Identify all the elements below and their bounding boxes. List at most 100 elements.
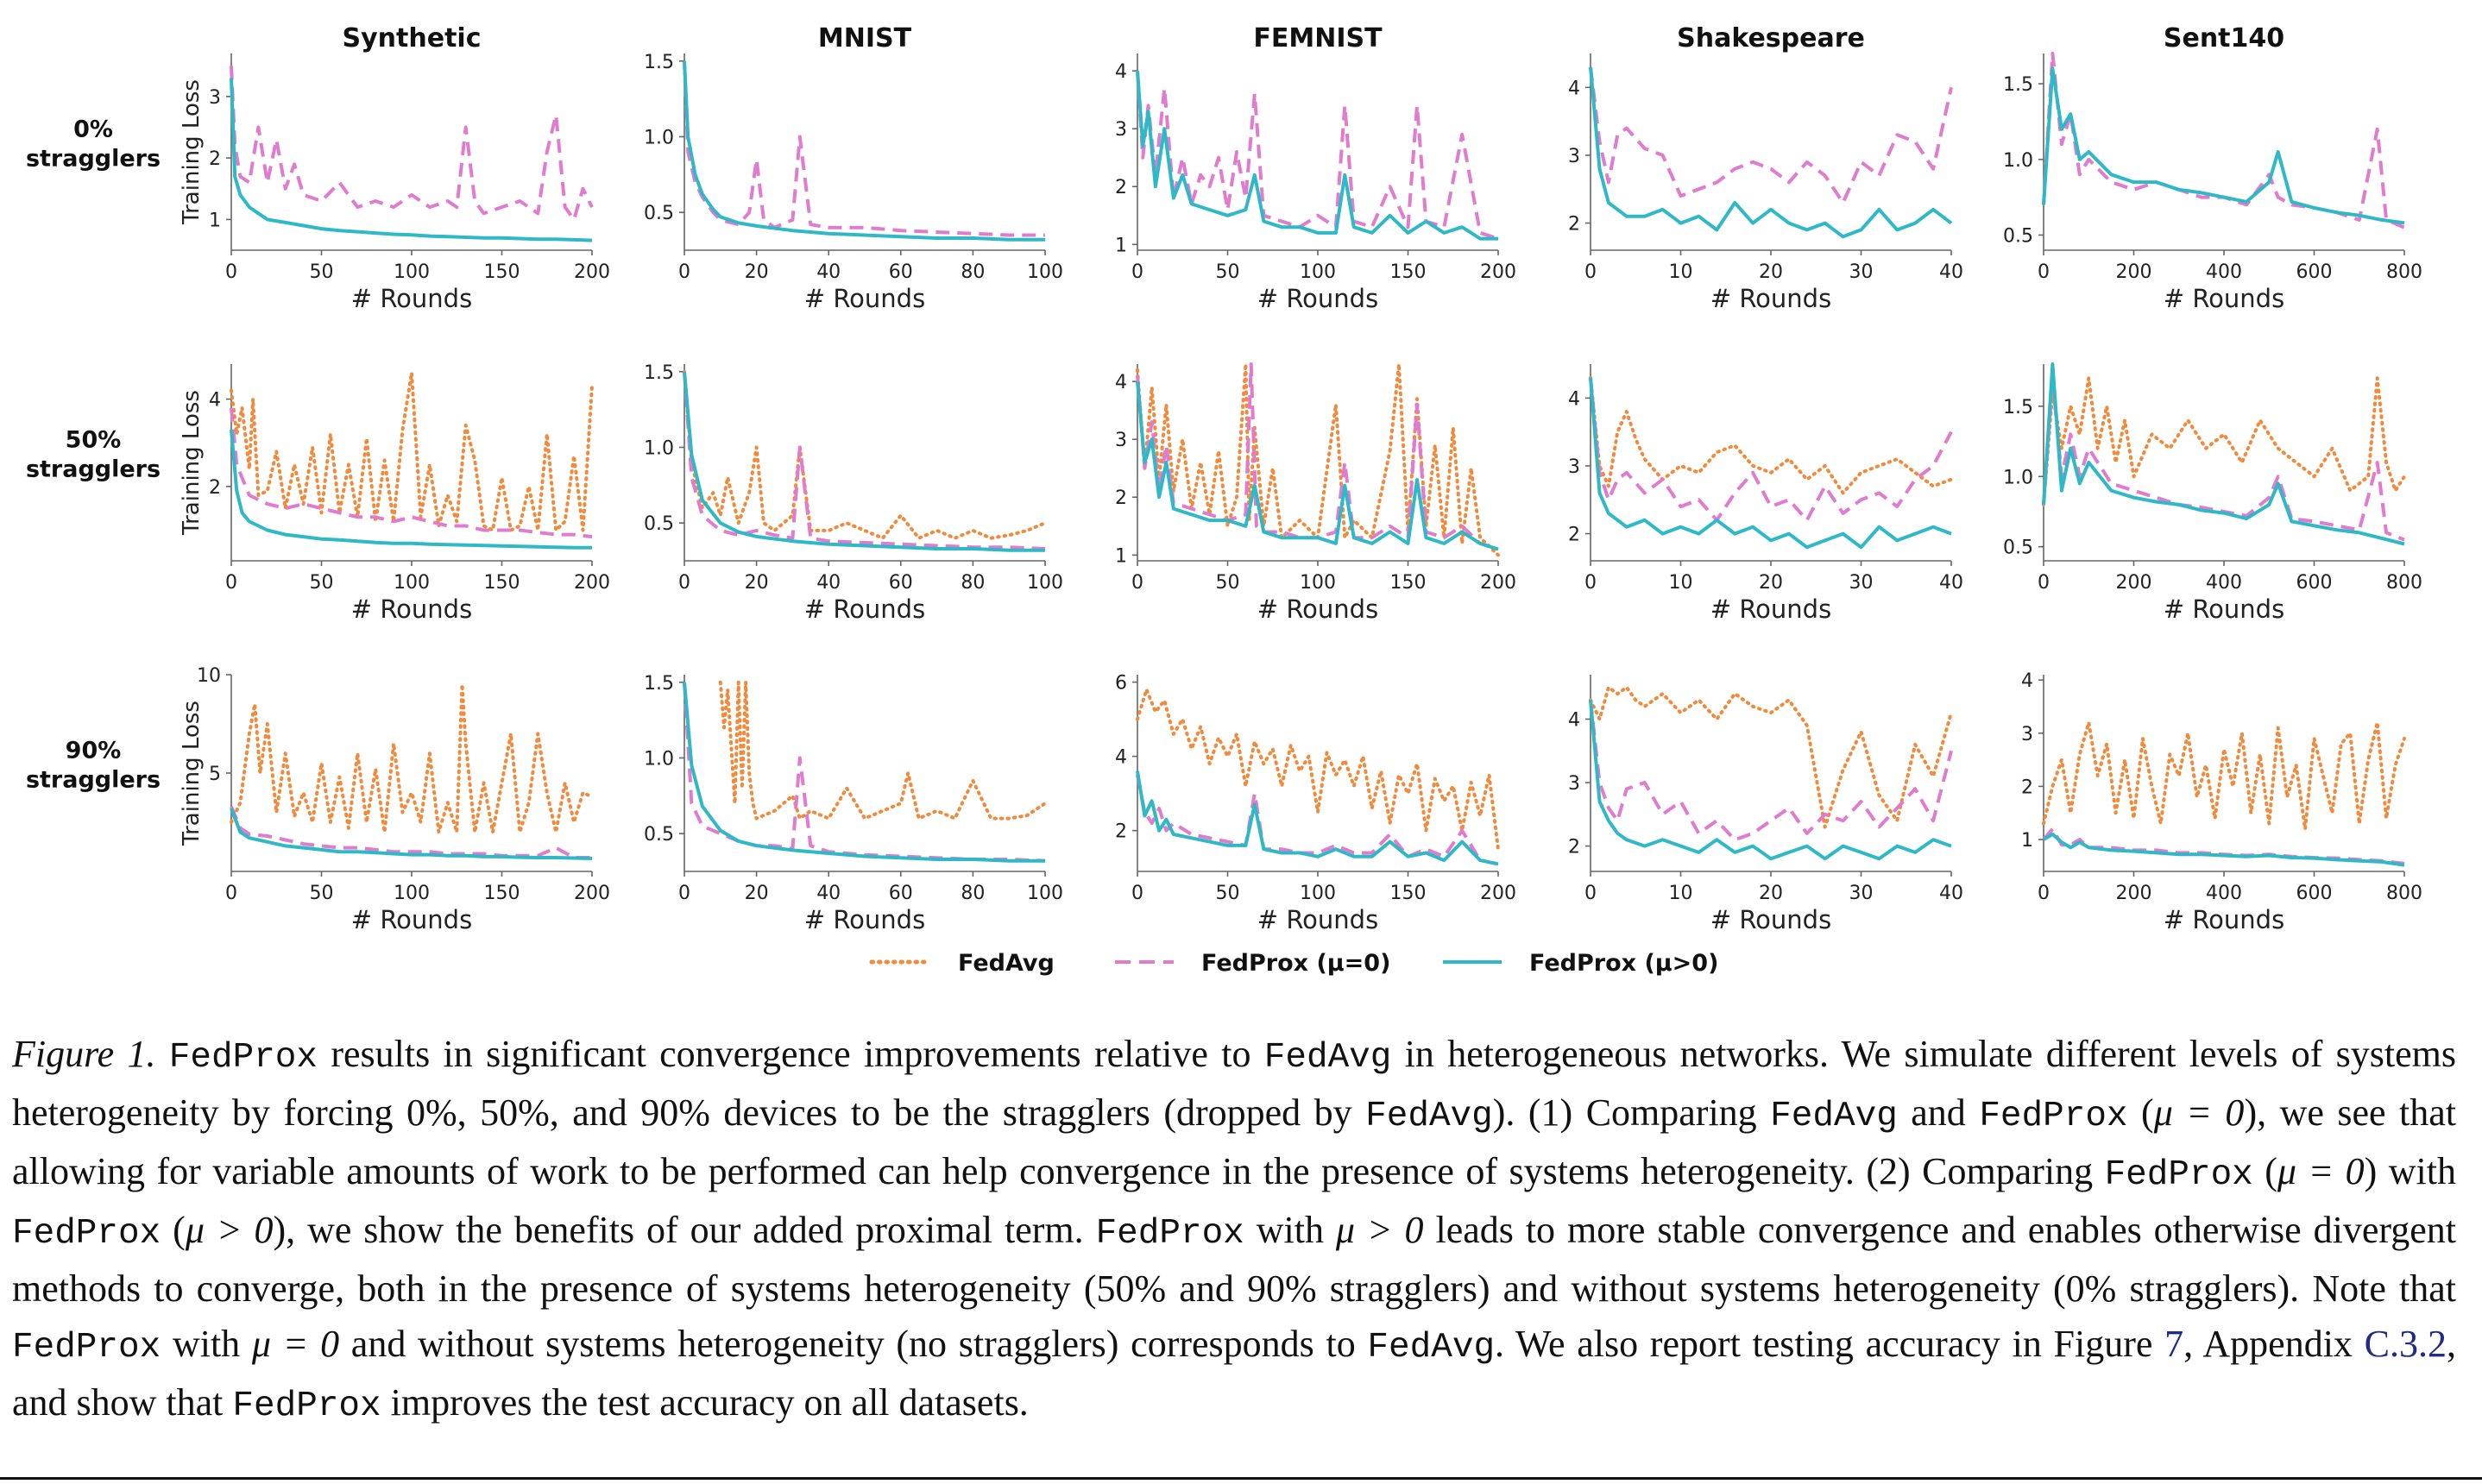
subplot-synthetic-0: 0 50 100 150 200 1 2 3 # Rounds Training Loss <box>179 53 610 313</box>
y-tick-label: 2 <box>1115 821 1127 843</box>
caption-text: and without systems heterogeneity (no st… <box>339 1323 1368 1365</box>
y-tick-label: 1 <box>2021 830 2033 852</box>
row-label: 50% <box>66 427 122 454</box>
row-label: stragglers <box>26 456 161 483</box>
x-tick-label: 0 <box>678 883 690 904</box>
x-tick-label: 40 <box>1939 883 1963 904</box>
y-tick-label: 1.0 <box>2003 150 2033 172</box>
x-tick-label: 80 <box>961 572 985 594</box>
caption-math: μ = 0 <box>251 1323 340 1365</box>
x-tick-label: 800 <box>2386 883 2422 904</box>
series-line-prox <box>1136 770 1499 866</box>
x-tick-label: 150 <box>484 883 520 904</box>
x-tick-label: 600 <box>2296 572 2333 594</box>
y-tick-label: 1.5 <box>644 362 674 384</box>
caption-figure-link[interactable]: 7 <box>2164 1323 2184 1365</box>
x-tick-label: 150 <box>484 261 520 283</box>
series-line-prox0 <box>2042 827 2405 865</box>
series-line-prox <box>230 429 592 550</box>
caption-method-name: FedAvg <box>1263 1038 1392 1078</box>
x-tick-label: 20 <box>1759 261 1783 283</box>
y-tick-label: 2 <box>2021 777 2033 798</box>
y-tick-label: 4 <box>1115 747 1127 769</box>
caption-text: with <box>161 1323 252 1365</box>
y-axis-label: Training Loss <box>179 390 205 536</box>
row-label: 0% <box>73 116 113 143</box>
x-axis-label: # Rounds <box>804 594 925 624</box>
column-title: Shakespeare <box>1677 23 1865 53</box>
x-tick-label: 100 <box>1300 883 1336 904</box>
x-axis-label: # Rounds <box>1710 905 1831 934</box>
series-line-fedavg <box>1589 685 1953 829</box>
y-tick-label: 0.5 <box>644 824 674 846</box>
row-label: stragglers <box>26 146 161 173</box>
x-axis-label: # Rounds <box>1257 594 1378 624</box>
series-line-fedavg <box>230 682 594 834</box>
subplot-mnist-2: 0 20 40 60 80 100 0.5 1.0 1.5 # Rounds <box>644 673 1063 934</box>
x-tick-label: 10 <box>1669 261 1693 283</box>
x-tick-label: 80 <box>961 261 985 283</box>
series-line-fedavg <box>718 680 1047 821</box>
subplot-shakespeare-1: 0 10 20 30 40 2 3 4 # Rounds <box>1568 364 1963 624</box>
subplot-shakespeare-0: 0 10 20 30 40 2 3 4 # Rounds <box>1568 53 1963 313</box>
caption-text: leads to more stable convergence and ena… <box>12 1209 2457 1310</box>
subplot-femnist-2: 0 50 100 150 200 2 4 6 # Rounds <box>1115 673 1516 934</box>
caption-method-name: FedProx <box>168 1038 318 1078</box>
subplot-sent140-1: 0 200 400 600 800 0.5 1.0 1.5 # Rounds <box>2003 362 2422 624</box>
subplot-synthetic-2: 0 50 100 150 200 5 10 # Rounds Training Loss <box>179 665 610 934</box>
x-tick-label: 100 <box>394 572 430 594</box>
column-title: Synthetic <box>343 23 482 53</box>
x-axis-label: # Rounds <box>351 284 472 313</box>
row-label: 90% <box>66 738 122 764</box>
series-line-prox0 <box>683 371 1046 550</box>
column-title: MNIST <box>818 23 912 53</box>
caption-math: μ = 0 <box>2153 1091 2245 1134</box>
caption-text: improves the test accuracy on all datase… <box>381 1381 1029 1424</box>
y-tick-label: 4 <box>1115 61 1127 83</box>
y-tick-label: 6 <box>1115 673 1127 695</box>
y-tick-label: 3 <box>1115 119 1127 141</box>
y-tick-label: 0.5 <box>644 513 674 535</box>
caption-method-name: FedProx <box>2104 1155 2253 1195</box>
column-title: Sent140 <box>2164 23 2284 53</box>
x-tick-label: 200 <box>1480 261 1516 283</box>
series-line-prox0 <box>683 60 1045 237</box>
x-tick-label: 50 <box>1216 572 1240 594</box>
x-tick-label: 80 <box>961 883 985 904</box>
caption-appendix-link[interactable]: C.3.2 <box>2364 1323 2447 1365</box>
x-tick-label: 0 <box>225 261 237 283</box>
x-tick-label: 150 <box>1390 883 1427 904</box>
y-tick-label: 1 <box>209 210 221 231</box>
x-tick-label: 800 <box>2386 261 2422 283</box>
x-tick-label: 200 <box>2116 572 2152 594</box>
series-line-prox0 <box>1136 774 1499 866</box>
subplot-shakespeare-2: 0 10 20 30 40 2 3 4 # Rounds <box>1568 675 1963 934</box>
x-tick-label: 0 <box>2038 261 2050 283</box>
y-tick-label: 3 <box>1568 146 1580 167</box>
caption-math: μ > 0 <box>1335 1209 1424 1251</box>
y-tick-label: 3 <box>1115 430 1127 451</box>
x-tick-label: 600 <box>2296 261 2333 283</box>
series-line-prox0 <box>230 66 594 222</box>
subplot-femnist-0: 0 50 100 150 200 1 2 3 4 # Rounds <box>1115 53 1516 313</box>
x-tick-label: 50 <box>310 261 334 283</box>
x-axis-label: # Rounds <box>1710 594 1831 624</box>
series-line-fedavg <box>1589 375 1953 495</box>
caption-math: μ = 0 <box>2277 1150 2365 1192</box>
bottom-rule <box>0 1477 2482 1480</box>
legend-entry-fedavg: FedAvg <box>869 950 1055 977</box>
x-tick-label: 0 <box>1131 572 1143 594</box>
x-tick-label: 0 <box>678 261 690 283</box>
x-tick-label: 20 <box>1759 572 1783 594</box>
x-tick-label: 0 <box>225 883 237 904</box>
y-tick-label: 4 <box>1115 372 1127 393</box>
y-tick-label: 1.5 <box>644 673 674 695</box>
caption-text: , and show that <box>12 1323 2457 1424</box>
y-tick-label: 2 <box>209 148 221 170</box>
figure-caption: Figure 1. FedProx results in significant… <box>12 1027 2456 1434</box>
x-tick-label: 200 <box>1480 883 1516 904</box>
y-tick-label: 3 <box>1568 456 1580 478</box>
x-tick-label: 150 <box>1390 261 1427 283</box>
subplot-sent140-2: 0 200 400 600 800 1 2 3 4 # Rounds <box>2021 670 2422 934</box>
x-tick-label: 30 <box>1849 572 1874 594</box>
